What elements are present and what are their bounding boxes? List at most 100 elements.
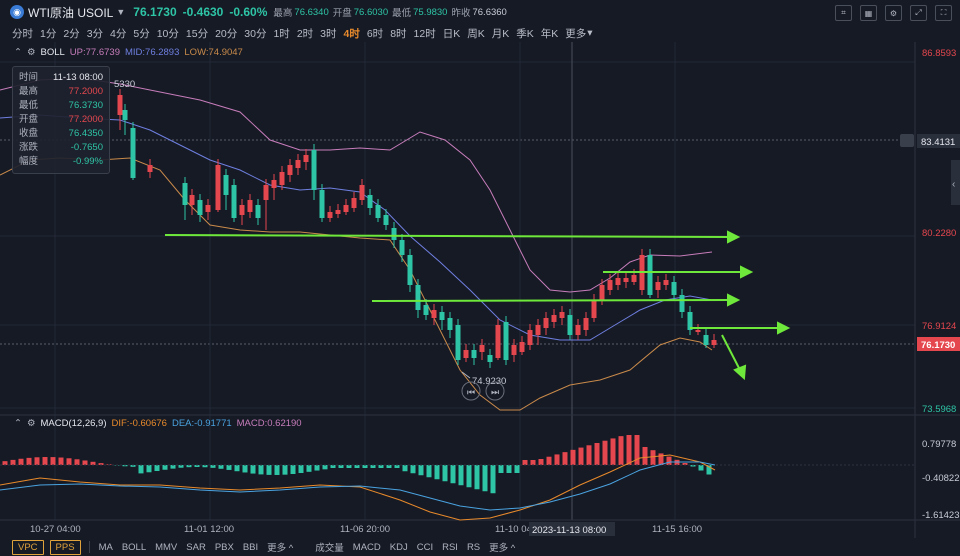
scroll-left-glyph: ⏮ — [467, 387, 475, 397]
candle-body — [431, 310, 437, 318]
macd-bar — [314, 465, 320, 471]
indicator-11[interactable]: RSI — [442, 541, 458, 553]
indicator-13[interactable]: 更多 ^ — [489, 543, 516, 554]
tooltip-value: -0.7650 — [70, 142, 103, 153]
timeframe-2[interactable]: 2分 — [63, 27, 80, 40]
timeframe-1[interactable]: 1分 — [40, 27, 57, 40]
tooltip-row: 时间 11-13 08:00 — [19, 71, 103, 85]
candle-body — [575, 325, 581, 335]
candle-body — [527, 330, 533, 345]
indicator-10[interactable]: CCI — [416, 541, 434, 553]
macd-bar — [170, 465, 176, 469]
macd-bar — [410, 465, 416, 474]
draw-tool-icon[interactable]: ⌗ — [835, 5, 852, 21]
timeframe-13[interactable]: 4时 — [343, 27, 360, 40]
macd-collapse-icon[interactable]: ⌃ — [14, 418, 22, 429]
ohlc-tooltip: 时间 11-13 08:00 最高 77.2000 最低 76.3730 开盘 77.2000… — [12, 66, 110, 174]
timeframe-16[interactable]: 12时 — [413, 27, 436, 40]
macd-bar — [362, 465, 368, 468]
candle-body — [335, 210, 341, 214]
macd-bar — [458, 465, 464, 486]
pps-button[interactable]: PPS — [49, 539, 81, 555]
macd-bar — [226, 465, 232, 470]
timeframe-3[interactable]: 3分 — [86, 27, 104, 40]
indicator-icon[interactable]: ▦ — [860, 5, 877, 21]
timeframe-15[interactable]: 8时 — [390, 27, 407, 40]
low-annotation: 74.9230 — [472, 376, 506, 387]
time-axis-label-1: 11-01 12:00 — [184, 524, 234, 535]
macd-dif: DIF:-0.60676 — [111, 418, 167, 429]
timeframe-5[interactable]: 5分 — [133, 27, 150, 40]
macd-bar — [706, 465, 712, 475]
timeframe-9[interactable]: 30分 — [244, 27, 267, 40]
timeframe-14[interactable]: 6时 — [366, 27, 384, 40]
timeframe-7[interactable]: 15分 — [185, 27, 209, 40]
legend-collapse-icon[interactable]: ⌃ — [14, 47, 22, 58]
indicator-9[interactable]: KDJ — [389, 541, 408, 553]
macd-settings-icon[interactable]: ⚙ — [26, 418, 36, 429]
symbol-name[interactable]: WTI原油 USOIL — [28, 5, 114, 20]
tooltip-key: 最高 — [19, 86, 39, 97]
indicator-2[interactable]: MMV — [155, 541, 178, 553]
indicator-3[interactable]: SAR — [186, 541, 206, 553]
scroll-left-icon[interactable] — [461, 381, 481, 401]
crosshair-time-box — [529, 522, 615, 536]
indicator-0[interactable]: MA — [98, 541, 113, 553]
candle-body — [703, 335, 709, 345]
indicator-7[interactable]: 成交量 — [315, 543, 344, 554]
timeframe-11[interactable]: 2时 — [296, 27, 314, 40]
macd-dif-line — [0, 454, 716, 521]
macd-bar — [194, 465, 200, 468]
candle-body — [615, 278, 621, 285]
timeframe-20[interactable]: 季K — [516, 27, 534, 40]
timeframe-8[interactable]: 20分 — [215, 27, 238, 40]
timeframe-21[interactable]: 年K — [540, 27, 559, 40]
timeframe-17[interactable]: 日K — [442, 27, 461, 40]
stat-prevclose-label: 昨收 — [451, 8, 471, 19]
indicator-1[interactable]: BOLL — [121, 541, 147, 553]
price-line-tool-icon[interactable] — [900, 134, 914, 147]
expand-icon[interactable]: ⤢ — [910, 5, 927, 21]
macd-bar — [74, 459, 80, 465]
macd-axis-label-1: -0.40822 — [922, 473, 960, 484]
scroll-right-icon[interactable] — [485, 381, 505, 401]
timeframe-12[interactable]: 3时 — [320, 27, 337, 40]
indicator-12[interactable]: RS — [466, 541, 481, 553]
timeframe-4[interactable]: 4分 — [110, 27, 127, 40]
symbol-dropdown-icon[interactable]: ▼ — [116, 7, 126, 17]
side-panel-toggle[interactable] — [951, 160, 960, 205]
timeframe-19[interactable]: 月K — [491, 27, 510, 40]
macd-bar — [498, 465, 504, 473]
vpc-button[interactable]: VPC — [12, 539, 44, 555]
legend-settings-icon[interactable]: ⚙ — [26, 47, 36, 58]
timeframe-22[interactable]: 更多 — [565, 27, 587, 40]
candle-body — [239, 205, 245, 215]
price-axis-label-4: 76.1730 — [921, 340, 955, 351]
trend-arrows[interactable] — [164, 230, 791, 381]
timeframe-18[interactable]: 周K — [467, 27, 485, 40]
fullscreen-icon[interactable]: ⛶ — [935, 5, 952, 21]
settings-icon[interactable]: ⚙ — [885, 5, 902, 21]
more-dropdown-icon[interactable]: ▾ — [587, 27, 593, 39]
indicator-5[interactable]: BBI — [242, 541, 259, 553]
macd-bar — [514, 465, 520, 473]
timeframe-0[interactable]: 分时 — [12, 27, 33, 40]
macd-bar — [682, 463, 688, 465]
timeframe-10[interactable]: 1时 — [273, 27, 290, 40]
timeframe-6[interactable]: 10分 — [156, 27, 179, 40]
indicator-4[interactable]: PBX — [214, 541, 234, 553]
price-axis-label-0: 86.8593 — [922, 48, 956, 59]
low-annotation-line — [461, 371, 471, 379]
macd-bar — [346, 465, 352, 468]
time-axis-label-2: 11-06 20:00 — [340, 524, 390, 535]
macd-bar — [242, 465, 248, 473]
price-axis-label-5: 73.5968 — [922, 404, 956, 415]
tooltip-key: 开盘 — [19, 114, 39, 125]
indicator-8[interactable]: MACD — [352, 541, 381, 553]
indicator-6[interactable]: 更多 ^ — [267, 543, 294, 554]
candle-body — [351, 198, 357, 208]
timeframe-bar: 分时 1分 2分 3分 4分 5分 10分 15分 20分 30分 1时 2时 3时 4时 6时 8时 12时日… — [0, 24, 600, 42]
candle-body — [559, 312, 565, 318]
candle-body — [647, 255, 653, 295]
